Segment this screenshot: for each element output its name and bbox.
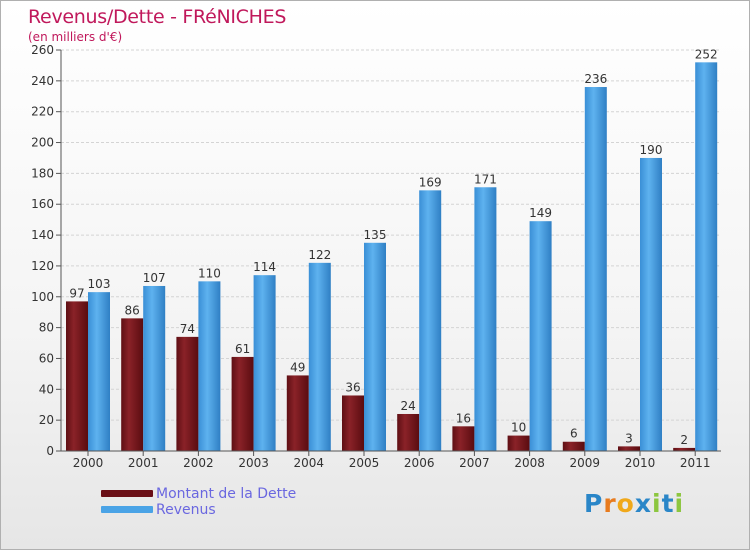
y-tick-label: 120 xyxy=(31,259,54,273)
data-label-revenus-2000: 103 xyxy=(88,277,111,291)
y-tick-label: 0 xyxy=(46,444,54,458)
data-label-revenus-2005: 135 xyxy=(364,228,387,242)
bar-revenus-2002 xyxy=(198,281,221,451)
data-label-revenus-2008: 149 xyxy=(529,206,552,220)
x-tick-label: 2000 xyxy=(73,456,104,470)
bar-revenus-2007 xyxy=(474,187,497,451)
bar-debt-2008 xyxy=(507,435,530,451)
y-tick-label: 180 xyxy=(31,166,54,180)
bar-debt-2001 xyxy=(121,318,144,451)
data-label-revenus-2003: 114 xyxy=(253,260,276,274)
x-tick-label: 2010 xyxy=(625,456,656,470)
data-label-debt-2002: 74 xyxy=(180,322,195,336)
bar-revenus-2003 xyxy=(253,275,276,451)
data-label-debt-2006: 24 xyxy=(401,399,416,413)
y-tick-label: 100 xyxy=(31,290,54,304)
bar-debt-2000 xyxy=(66,301,88,451)
bar-revenus-2001 xyxy=(143,285,166,451)
y-tick-label: 80 xyxy=(39,321,54,335)
bar-debt-2005 xyxy=(342,395,364,451)
data-label-debt-2008: 10 xyxy=(511,421,526,435)
bar-debt-2007 xyxy=(452,426,475,451)
bar-debt-2006 xyxy=(397,413,420,451)
data-label-debt-2001: 86 xyxy=(125,303,140,317)
data-label-debt-2011: 2 xyxy=(680,433,688,447)
x-tick-label: 2006 xyxy=(404,456,435,470)
data-label-revenus-2010: 190 xyxy=(640,143,663,157)
chart-subtitle: (en milliers d'€) xyxy=(28,30,123,44)
data-label-revenus-2006: 169 xyxy=(419,175,442,189)
y-tick-label: 140 xyxy=(31,228,54,242)
bar-debt-2011 xyxy=(673,447,696,451)
bar-debt-2003 xyxy=(231,356,254,451)
bar-debt-2002 xyxy=(176,336,199,451)
x-tick-label: 2001 xyxy=(128,456,159,470)
logo-letter: r xyxy=(603,489,617,518)
bar-revenus-2000 xyxy=(88,292,110,451)
bar-revenus-2011 xyxy=(695,62,718,451)
y-tick-label: 200 xyxy=(31,136,54,150)
x-tick-label: 2004 xyxy=(294,456,325,470)
data-label-debt-2007: 16 xyxy=(456,411,471,425)
data-label-debt-2010: 3 xyxy=(625,431,633,445)
logo-letter: P xyxy=(584,489,604,518)
bar-revenus-2005 xyxy=(364,242,386,451)
x-tick-label: 2005 xyxy=(349,456,380,470)
data-label-debt-2005: 36 xyxy=(345,380,360,394)
logo-letter: i xyxy=(652,489,662,518)
legend-swatch-revenus xyxy=(101,506,153,513)
y-tick-label: 20 xyxy=(39,413,54,427)
data-label-revenus-2002: 110 xyxy=(198,266,221,280)
x-tick-label: 2011 xyxy=(680,456,711,470)
data-label-revenus-2004: 122 xyxy=(308,248,331,262)
logo-letter: x xyxy=(634,489,652,518)
bar-revenus-2008 xyxy=(529,221,552,451)
bar-debt-2009 xyxy=(562,441,585,451)
legend-label-debt: Montant de la Dette xyxy=(156,486,297,502)
bar-revenus-2009 xyxy=(584,87,607,451)
legend-swatch-debt xyxy=(101,490,153,497)
data-label-revenus-2009: 236 xyxy=(584,72,607,86)
bar-revenus-2010 xyxy=(640,157,662,451)
x-tick-label: 2002 xyxy=(183,456,214,470)
data-label-debt-2004: 49 xyxy=(290,360,305,374)
y-tick-label: 260 xyxy=(31,43,54,57)
y-tick-label: 60 xyxy=(39,351,54,365)
x-tick-label: 2009 xyxy=(570,456,601,470)
logo-letter: t xyxy=(661,489,675,518)
data-label-revenus-2011: 252 xyxy=(695,47,718,61)
x-tick-label: 2008 xyxy=(514,456,545,470)
chart-title: Revenus/Dette - FRéNICHES xyxy=(28,6,287,28)
data-label-debt-2009: 6 xyxy=(570,427,578,441)
y-tick-label: 40 xyxy=(39,382,54,396)
x-tick-label: 2003 xyxy=(238,456,269,470)
x-tick-label: 2007 xyxy=(459,456,490,470)
logo-letter: o xyxy=(616,489,635,518)
proxiti-logo: Proxiti xyxy=(584,489,684,518)
bar-revenus-2006 xyxy=(419,190,442,451)
y-tick-label: 220 xyxy=(31,105,54,119)
data-label-revenus-2007: 171 xyxy=(474,172,497,186)
bar-debt-2004 xyxy=(286,375,309,451)
legend-label-revenus: Revenus xyxy=(156,502,216,518)
y-tick-label: 160 xyxy=(31,197,54,211)
data-label-revenus-2001: 107 xyxy=(143,271,166,285)
data-label-debt-2000: 97 xyxy=(69,286,84,300)
data-label-debt-2003: 61 xyxy=(235,342,250,356)
y-tick-label: 240 xyxy=(31,74,54,88)
bar-revenus-2004 xyxy=(308,262,331,451)
bar-debt-2010 xyxy=(618,446,640,451)
logo-letter: i xyxy=(674,489,685,518)
